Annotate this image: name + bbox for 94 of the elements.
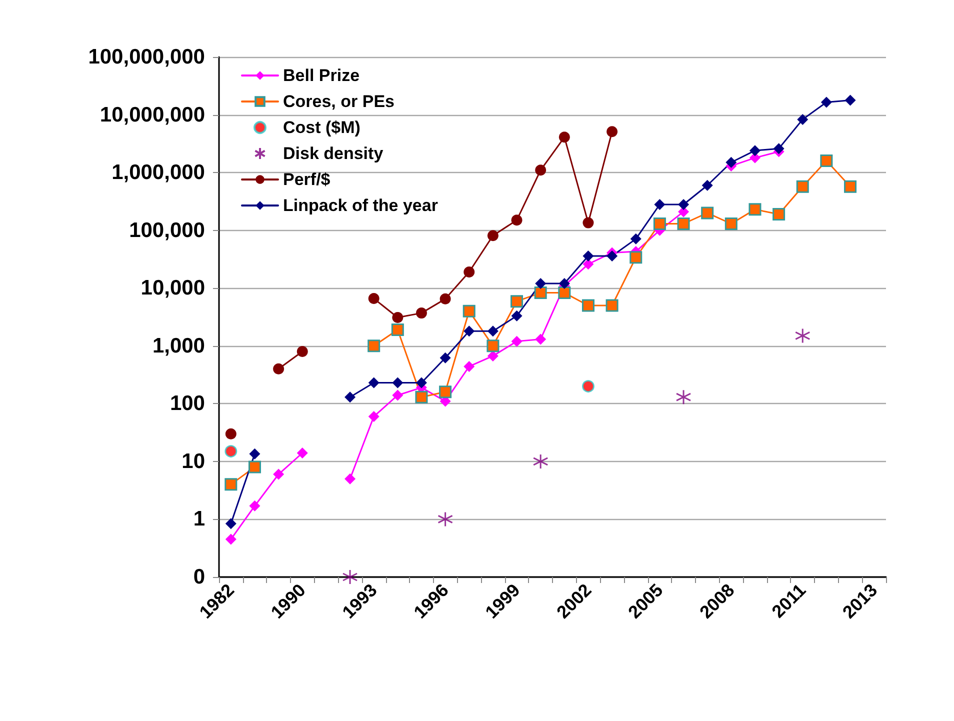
point [249, 500, 260, 512]
point [534, 286, 547, 300]
point [248, 460, 261, 474]
y-tick-label: 100,000 [129, 218, 205, 242]
point [392, 377, 404, 388]
legend-label: Cores, or PEs [283, 92, 394, 111]
point [702, 180, 713, 191]
point [582, 250, 594, 262]
point [464, 266, 475, 278]
point [224, 478, 238, 491]
point [296, 448, 308, 458]
point [487, 230, 498, 242]
point [794, 328, 810, 344]
point [392, 312, 404, 323]
point [511, 336, 522, 347]
y-tick-label: 10,000,000 [100, 103, 205, 126]
point [344, 392, 356, 403]
point [797, 114, 808, 125]
point [726, 156, 737, 168]
point [368, 293, 380, 304]
point [630, 233, 642, 244]
point [701, 206, 714, 220]
point [415, 390, 428, 404]
y-tick-label: 100 [170, 392, 205, 416]
point [510, 295, 524, 308]
point [749, 145, 760, 156]
point [677, 218, 690, 230]
point [606, 126, 618, 138]
point [416, 308, 427, 319]
point [748, 203, 762, 216]
legend-label: Cost ($M) [283, 118, 360, 137]
point [462, 304, 476, 318]
point [342, 569, 358, 585]
point [391, 324, 404, 336]
point [724, 218, 738, 230]
point [368, 377, 380, 388]
legend-label: Linpack of the year [283, 196, 438, 215]
y-tick-label: 100,000,000 [88, 46, 205, 68]
y-tick-label: 0 [193, 566, 205, 588]
point [532, 454, 548, 470]
point [225, 428, 236, 440]
y-tick-label: 1,000 [152, 334, 205, 358]
point [844, 94, 856, 106]
point [224, 445, 238, 458]
legend-label: Bell Prize [283, 66, 360, 85]
point [486, 340, 500, 352]
point [440, 293, 451, 304]
point [416, 377, 427, 388]
point [820, 154, 833, 168]
point [535, 334, 546, 345]
point [653, 218, 666, 230]
point [273, 363, 284, 374]
point [296, 346, 308, 357]
legend-label: Perf/$ [283, 170, 331, 189]
point [676, 389, 692, 405]
point [582, 299, 594, 312]
point [558, 132, 570, 143]
point [249, 448, 260, 460]
point [464, 326, 475, 337]
point [558, 286, 571, 300]
legend-label: Disk density [283, 144, 384, 163]
point [582, 217, 594, 228]
y-tick-label: 1 [193, 508, 206, 531]
y-tick-label: 1,000,000 [112, 161, 205, 184]
point [630, 251, 642, 264]
point [487, 326, 498, 337]
point [582, 258, 594, 270]
point [511, 310, 522, 322]
y-tick-label: 10,000 [140, 276, 205, 300]
point [438, 511, 454, 527]
point [368, 410, 380, 422]
y-tick-label: 10 [182, 450, 205, 473]
point [225, 534, 236, 545]
point [273, 468, 284, 480]
point [820, 96, 832, 108]
point [606, 299, 618, 312]
point [464, 360, 475, 372]
point [844, 180, 857, 193]
point [368, 340, 380, 352]
point [511, 214, 522, 226]
point [535, 164, 546, 176]
point [654, 198, 666, 210]
point [535, 278, 546, 290]
point [773, 143, 784, 154]
point [439, 386, 452, 398]
point [606, 250, 618, 262]
point [440, 352, 451, 364]
point [772, 208, 786, 220]
point [796, 180, 809, 193]
point [392, 390, 404, 401]
point [344, 473, 356, 484]
point [582, 380, 594, 393]
point [678, 198, 690, 210]
point [225, 518, 236, 530]
